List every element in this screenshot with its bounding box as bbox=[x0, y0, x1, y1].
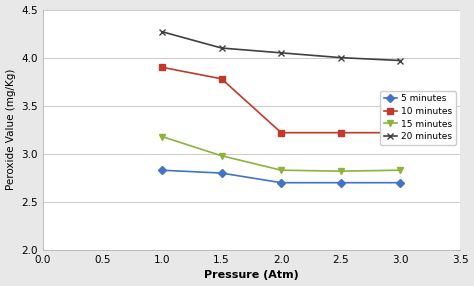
20 minutes bbox=[398, 59, 403, 62]
10 minutes bbox=[338, 131, 344, 134]
5 minutes bbox=[278, 181, 284, 184]
Line: 20 minutes: 20 minutes bbox=[158, 28, 404, 64]
10 minutes bbox=[278, 131, 284, 134]
Y-axis label: Peroxide Value (mg/Kg): Peroxide Value (mg/Kg) bbox=[6, 69, 16, 190]
20 minutes bbox=[338, 56, 344, 59]
20 minutes bbox=[278, 51, 284, 55]
20 minutes bbox=[159, 30, 165, 33]
10 minutes bbox=[398, 131, 403, 134]
15 minutes bbox=[159, 135, 165, 138]
5 minutes bbox=[338, 181, 344, 184]
X-axis label: Pressure (Atm): Pressure (Atm) bbox=[204, 271, 299, 281]
Line: 15 minutes: 15 minutes bbox=[159, 134, 403, 174]
15 minutes bbox=[219, 154, 224, 158]
15 minutes bbox=[398, 168, 403, 172]
5 minutes bbox=[219, 171, 224, 175]
5 minutes bbox=[398, 181, 403, 184]
10 minutes bbox=[159, 65, 165, 69]
10 minutes bbox=[219, 77, 224, 81]
15 minutes bbox=[338, 169, 344, 173]
Legend: 5 minutes, 10 minutes, 15 minutes, 20 minutes: 5 minutes, 10 minutes, 15 minutes, 20 mi… bbox=[380, 91, 456, 145]
20 minutes bbox=[219, 46, 224, 50]
15 minutes bbox=[278, 168, 284, 172]
5 minutes bbox=[159, 168, 165, 172]
Line: 10 minutes: 10 minutes bbox=[159, 64, 403, 136]
Line: 5 minutes: 5 minutes bbox=[159, 167, 403, 186]
